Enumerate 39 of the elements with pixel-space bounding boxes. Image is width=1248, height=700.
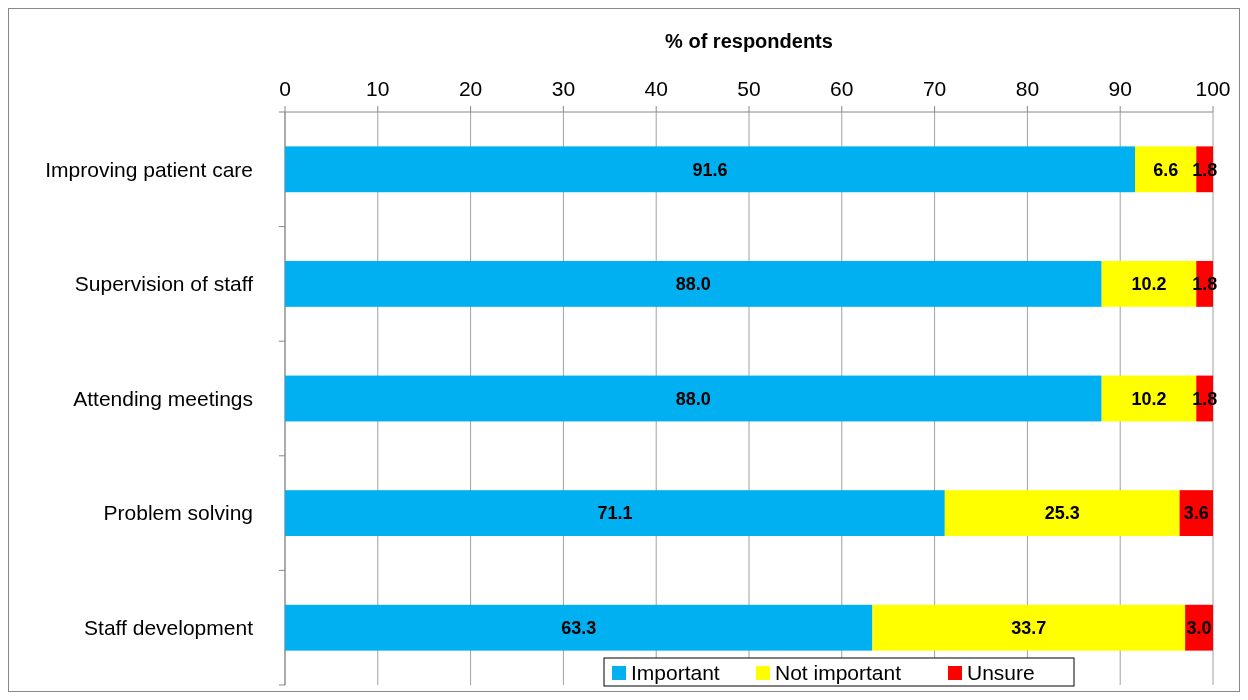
x-tick-label: 50 bbox=[737, 77, 761, 100]
x-tick-label: 0 bbox=[279, 77, 291, 100]
data-label: 25.3 bbox=[1044, 503, 1080, 524]
legend-label: Important bbox=[631, 661, 720, 685]
bar bbox=[285, 146, 1136, 193]
y-tick-label: Staff development bbox=[84, 616, 254, 640]
y-tick-label: Problem solving bbox=[103, 501, 253, 525]
y-tick-label: Improving patient care bbox=[45, 157, 253, 181]
bar bbox=[285, 260, 1102, 307]
bar bbox=[872, 604, 1186, 651]
data-label: 10.2 bbox=[1131, 388, 1167, 409]
y-tick-label: Attending meetings bbox=[73, 386, 253, 410]
data-label: 88.0 bbox=[675, 274, 711, 295]
x-tick-label: 10 bbox=[366, 77, 390, 100]
data-label: 91.6 bbox=[692, 159, 728, 180]
x-tick-label: 100 bbox=[1195, 77, 1231, 100]
x-tick-label: 30 bbox=[551, 77, 576, 100]
data-label: 63.3 bbox=[561, 618, 597, 638]
x-tick-label: 40 bbox=[644, 77, 668, 100]
bar bbox=[944, 490, 1180, 537]
x-tick-label: 80 bbox=[1015, 77, 1040, 100]
data-label: 3.6 bbox=[1183, 503, 1209, 524]
bar bbox=[285, 375, 1102, 422]
data-label: 71.1 bbox=[597, 503, 633, 524]
data-label: 6.6 bbox=[1153, 159, 1179, 180]
x-tick-label: 70 bbox=[922, 77, 947, 100]
x-tick-label: 60 bbox=[830, 77, 854, 100]
bar bbox=[285, 490, 945, 537]
bar bbox=[285, 604, 873, 651]
x-axis-title: % of respondents bbox=[665, 30, 833, 52]
data-label: 33.7 bbox=[1011, 618, 1047, 638]
data-label: 3.0 bbox=[1186, 618, 1212, 638]
data-label: 10.2 bbox=[1131, 274, 1167, 295]
x-tick-label: 20 bbox=[458, 77, 483, 100]
data-label: 88.0 bbox=[675, 388, 711, 409]
legend-label: Not important bbox=[775, 661, 902, 685]
y-tick-label: Supervision of staff bbox=[74, 272, 254, 296]
legend-label: Unsure bbox=[967, 661, 1035, 685]
x-tick-label: 90 bbox=[1108, 77, 1132, 100]
